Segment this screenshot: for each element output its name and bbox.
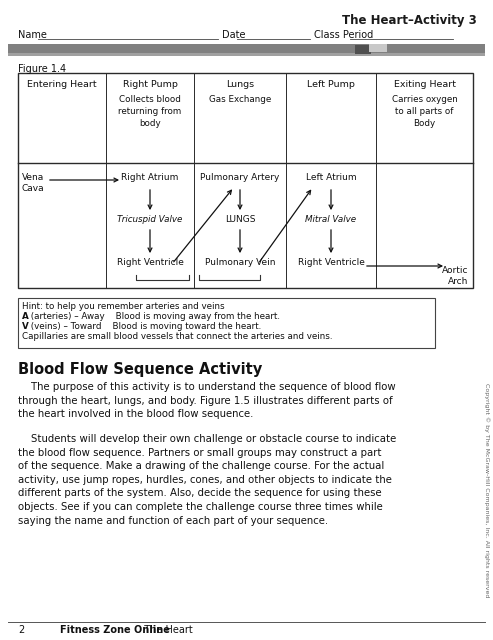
Text: Capillaries are small blood vessels that connect the arteries and veins.: Capillaries are small blood vessels that…	[22, 332, 332, 341]
Text: Copyright © by The McGraw-Hill Companies, Inc. All rights reserved: Copyright © by The McGraw-Hill Companies…	[484, 383, 490, 597]
Text: Right Pump: Right Pump	[123, 80, 177, 89]
Text: Mitral Valve: Mitral Valve	[306, 215, 356, 224]
Text: Class Period: Class Period	[314, 30, 373, 40]
Text: LUNGS: LUNGS	[225, 215, 255, 224]
Text: Exiting Heart: Exiting Heart	[393, 80, 456, 89]
Text: Pulmonary Artery: Pulmonary Artery	[200, 173, 280, 182]
Text: Right Atrium: Right Atrium	[121, 173, 178, 182]
Bar	[18, 298, 435, 348]
Text: Left Atrium: Left Atrium	[306, 173, 356, 182]
Text: Vena
Cava: Vena Cava	[22, 173, 45, 193]
Text: Name: Name	[18, 30, 47, 40]
Text: Tricuspid Valve: Tricuspid Valve	[117, 215, 183, 224]
Bar	[369, 44, 387, 52]
Text: Right Ventricle: Right Ventricle	[298, 258, 364, 267]
Text: The Heart–Activity 3: The Heart–Activity 3	[342, 14, 477, 27]
Text: The purpose of this activity is to understand the sequence of blood flow
through: The purpose of this activity is to under…	[18, 382, 395, 419]
Text: Right Ventricle: Right Ventricle	[116, 258, 183, 267]
Text: A: A	[22, 312, 29, 321]
Text: Left Pump: Left Pump	[307, 80, 355, 89]
Text: The Heart: The Heart	[138, 625, 193, 635]
Text: Students will develop their own challenge or obstacle course to indicate
the blo: Students will develop their own challeng…	[18, 434, 396, 525]
Text: Carries oxygen
to all parts of
Body: Carries oxygen to all parts of Body	[391, 95, 458, 127]
Text: Hint: to help you remember arteries and veins: Hint: to help you remember arteries and …	[22, 302, 225, 311]
Text: (veins) – Toward    Blood is moving toward the heart.: (veins) – Toward Blood is moving toward …	[28, 322, 261, 331]
Text: (arteries) – Away    Blood is moving away from the heart.: (arteries) – Away Blood is moving away f…	[28, 312, 280, 321]
Bar	[8, 44, 485, 53]
Bar	[355, 45, 371, 54]
Text: V: V	[22, 322, 29, 331]
Text: Aortic
Arch: Aortic Arch	[442, 266, 468, 286]
Text: Blood Flow Sequence Activity: Blood Flow Sequence Activity	[18, 362, 262, 377]
Text: Date: Date	[222, 30, 246, 40]
Text: Lungs: Lungs	[226, 80, 254, 89]
Text: Collects blood
returning from
body: Collects blood returning from body	[118, 95, 181, 127]
Text: Figure 1.4: Figure 1.4	[18, 64, 66, 74]
Text: Fitness Zone Online: Fitness Zone Online	[60, 625, 170, 635]
Bar	[18, 73, 473, 288]
Bar	[8, 53, 485, 56]
Text: 2: 2	[18, 625, 24, 635]
Text: Gas Exchange: Gas Exchange	[209, 95, 271, 104]
Text: Entering Heart: Entering Heart	[27, 80, 97, 89]
Text: Pulmonary Vein: Pulmonary Vein	[205, 258, 275, 267]
